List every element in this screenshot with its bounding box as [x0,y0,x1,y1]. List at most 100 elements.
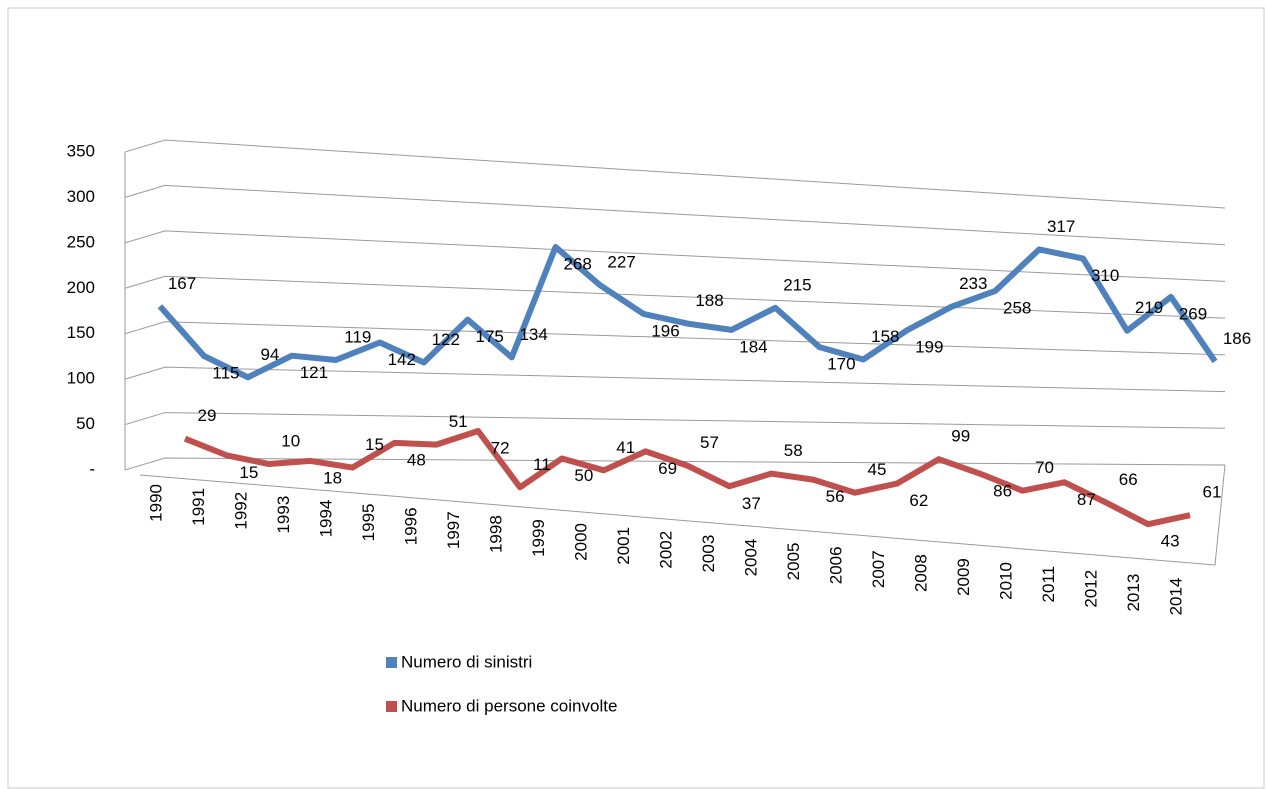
data-label: 50 [574,466,593,485]
x-tick-label: 2004 [741,539,760,577]
grid-line [124,412,1226,429]
data-label: 58 [784,441,803,460]
y-tick-label: 350 [67,141,95,160]
data-label: 99 [951,427,970,446]
x-tick-label: 2008 [911,554,930,592]
data-label: 175 [476,327,504,346]
data-label: 51 [449,412,468,431]
y-tick-label: 150 [67,323,95,342]
x-tick-label: 1991 [189,488,208,526]
y-tick-label: 50 [76,414,95,433]
data-label: 233 [959,274,987,293]
legend-label: Numero di persone coinvolte [401,696,617,715]
y-tick-label: 100 [67,369,95,388]
data-label: 158 [871,327,899,346]
data-label: 227 [607,252,635,271]
x-tick-label: 2002 [656,531,675,569]
grid-line [124,184,1226,246]
data-label: 61 [1203,483,1222,502]
grid-line [124,457,1226,471]
x-tick-label: 2001 [614,527,633,565]
x-tick-label: 1995 [359,504,378,542]
x-tick-label: 1993 [274,496,293,534]
x-tick-label: 1999 [529,519,548,557]
chart-frame [7,7,1265,789]
grid-line [124,275,1226,319]
data-label: 121 [300,363,328,382]
data-label: 269 [1179,304,1207,323]
x-tick-label: 1996 [401,507,420,545]
data-label: 196 [651,321,679,340]
data-label: 87 [1077,490,1096,509]
data-label: 56 [826,487,845,506]
data-label: 45 [868,460,887,479]
data-label: 170 [827,355,855,374]
data-label: 268 [563,255,591,274]
data-label: 215 [783,275,811,294]
x-tick-label: 1998 [486,515,505,553]
data-label: 122 [432,330,460,349]
data-label: 18 [323,468,342,487]
data-label: 199 [915,338,943,357]
data-label: 184 [739,337,767,356]
data-label: 86 [993,481,1012,500]
x-tick-label: 2009 [954,558,973,596]
x-tick-label: 1990 [146,484,165,522]
data-label: 11 [533,455,551,474]
data-label: 115 [212,364,239,383]
data-label: 70 [1035,458,1054,477]
x-tick-label: 2000 [571,523,590,561]
data-label: 186 [1223,329,1251,348]
data-label: 219 [1135,298,1163,317]
data-label: 41 [616,438,635,457]
floor-edge [139,464,1226,566]
data-label: 94 [260,345,279,364]
y-tick-label: - [89,459,95,478]
series-line [183,428,1191,528]
data-label: 62 [909,491,928,510]
data-label: 43 [1161,532,1180,551]
data-label: 10 [281,431,300,450]
x-tick-label: 2013 [1124,574,1143,612]
data-label: 167 [168,274,196,293]
x-tick-label: 2003 [699,535,718,573]
x-tick-label: 2010 [996,562,1015,600]
x-tick-label: 2005 [784,543,803,581]
data-label: 15 [365,435,384,454]
data-label: 142 [388,350,416,369]
y-tick-label: 300 [67,187,95,206]
data-label: 258 [1003,298,1031,317]
grid-line [124,230,1226,282]
x-tick-label: 1992 [231,492,250,530]
data-label: 317 [1047,217,1075,236]
y-tick-label: 250 [67,232,95,251]
data-label: 310 [1091,266,1119,285]
data-label: 134 [519,325,547,344]
x-tick-label: 1997 [444,511,463,549]
data-label: 37 [742,494,761,513]
data-label: 119 [344,327,371,346]
grid-line [124,139,1226,209]
grid-line [124,366,1226,393]
series-line [157,244,1218,381]
legend-swatch [386,657,397,668]
legend-swatch [386,701,397,712]
grid-line [124,321,1226,356]
y-tick-label: 200 [67,278,95,297]
data-label: 57 [700,433,719,452]
x-tick-label: 1994 [316,500,335,538]
x-tick-label: 2007 [869,550,888,588]
x-tick-label: 2006 [826,546,845,584]
x-tick-label: 2014 [1166,578,1185,616]
data-label: 69 [658,459,677,478]
data-label: 15 [239,463,258,482]
data-label: 188 [695,291,723,310]
data-label: 29 [198,406,217,425]
data-label: 72 [491,438,510,457]
x-tick-label: 2011 [1039,566,1058,603]
data-label: 66 [1119,470,1138,489]
data-label: 48 [407,450,426,469]
x-tick-label: 2012 [1081,570,1100,608]
legend-label: Numero di sinistri [401,652,532,671]
